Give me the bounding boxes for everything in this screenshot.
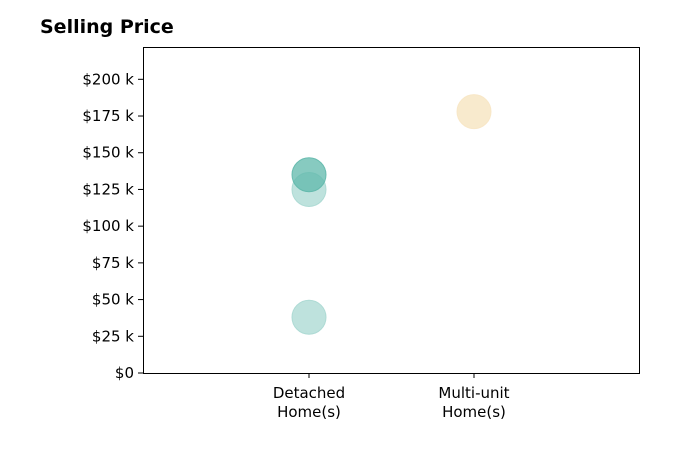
y-axis: $0 $25 k $50 k $75 k $100 k $125 k $150 k $175 … [82,70,143,382]
x-axis: Detached Home(s) Multi-unit Home(s) [273,373,510,421]
y-tick-label: $125 k [82,180,134,198]
y-tick-label: $150 k [82,144,134,162]
data-point [291,157,327,193]
y-tick-label: $75 k [92,254,134,272]
data-points [291,94,492,335]
y-tick-label: $175 k [82,107,134,125]
plot-frame [143,47,640,374]
data-point [456,94,492,130]
y-tick-label: $50 k [92,291,134,309]
y-tick-label: $25 k [92,327,134,345]
data-point [291,299,327,335]
x-tick-label: Multi-unit Home(s) [438,384,509,421]
y-tick-label: $100 k [82,217,134,235]
chart-title: Selling Price [40,16,174,38]
y-tick-label: $0 [115,364,134,382]
x-tick-label: Detached Home(s) [273,384,345,421]
y-tick-label: $200 k [82,70,134,88]
